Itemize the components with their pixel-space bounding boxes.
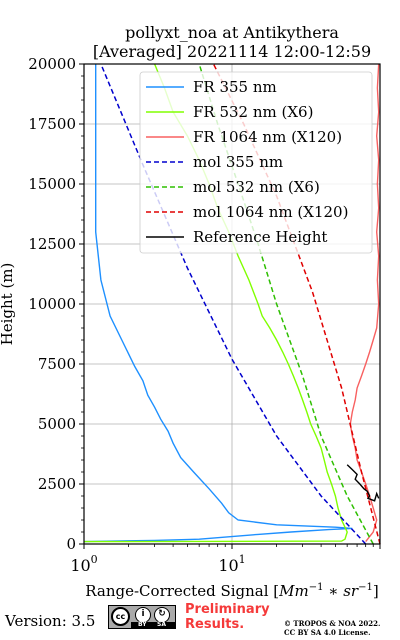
- legend-label: Reference Height: [193, 228, 327, 246]
- legend: FR 355 nm FR 532 nm (X6) FR 1064 nm (X120)…: [139, 71, 373, 254]
- x-tick-label: 100: [70, 553, 97, 575]
- y-axis: 0 2500 5000 7500 10000 12500 15000 17500 20000: [28, 55, 84, 553]
- chart-title: pollyxt_noa at Antikythera: [125, 23, 339, 42]
- y-tick-label: 5000: [38, 415, 76, 433]
- license-badge: cc i ↻ BY SA: [108, 605, 176, 629]
- copyright-line2: CC BY SA 4.0 License.: [284, 628, 371, 637]
- version-label: Version: 3.5: [5, 612, 96, 630]
- y-tick-label: 0: [66, 535, 76, 553]
- badge-by-label: BY: [138, 621, 147, 628]
- x-axis: 100 101: [70, 544, 381, 575]
- y-tick-label: 2500: [38, 475, 76, 493]
- y-tick-label: 7500: [38, 355, 76, 373]
- copyright-line1: © TROPOS & NOA 2022.: [284, 619, 381, 628]
- series-fr-355-nm: [83, 64, 353, 543]
- y-tick-label: 17500: [28, 115, 76, 133]
- x-axis-label: Range-Corrected Signal [Mm−1 ∗ sr−1]: [85, 582, 378, 600]
- series-fr-1064-nm-x120: [349, 63, 380, 543]
- legend-label: FR 1064 nm (X120): [193, 128, 342, 146]
- badge-strip: [131, 622, 175, 628]
- y-tick-label: 10000: [28, 295, 76, 313]
- chart-subtitle: [Averaged] 20221114 12:00-12:59: [93, 42, 371, 61]
- legend-box: [139, 71, 373, 254]
- legend-label: mol 355 nm: [193, 153, 283, 171]
- series-reference-height: [346, 464, 380, 502]
- legend-label: FR 532 nm (X6): [193, 103, 313, 121]
- legend-label: mol 532 nm (X6): [193, 178, 320, 196]
- cc-icon: cc: [111, 607, 130, 626]
- preliminary-line1: Preliminary: [185, 602, 270, 617]
- y-tick-label: 20000: [28, 55, 76, 73]
- footer: Version: 3.5 cc i ↻ BY SA Preliminary Re…: [0, 600, 400, 640]
- legend-label: FR 355 nm: [193, 78, 277, 96]
- preliminary-line2: Results.: [185, 617, 245, 632]
- y-tick-label: 12500: [28, 235, 76, 253]
- x-tick-label: 101: [218, 553, 245, 575]
- y-axis-label: Height (m): [0, 263, 16, 346]
- legend-label: mol 1064 nm (X120): [193, 203, 348, 221]
- badge-sa-label: SA: [157, 621, 166, 628]
- y-tick-label: 15000: [28, 175, 76, 193]
